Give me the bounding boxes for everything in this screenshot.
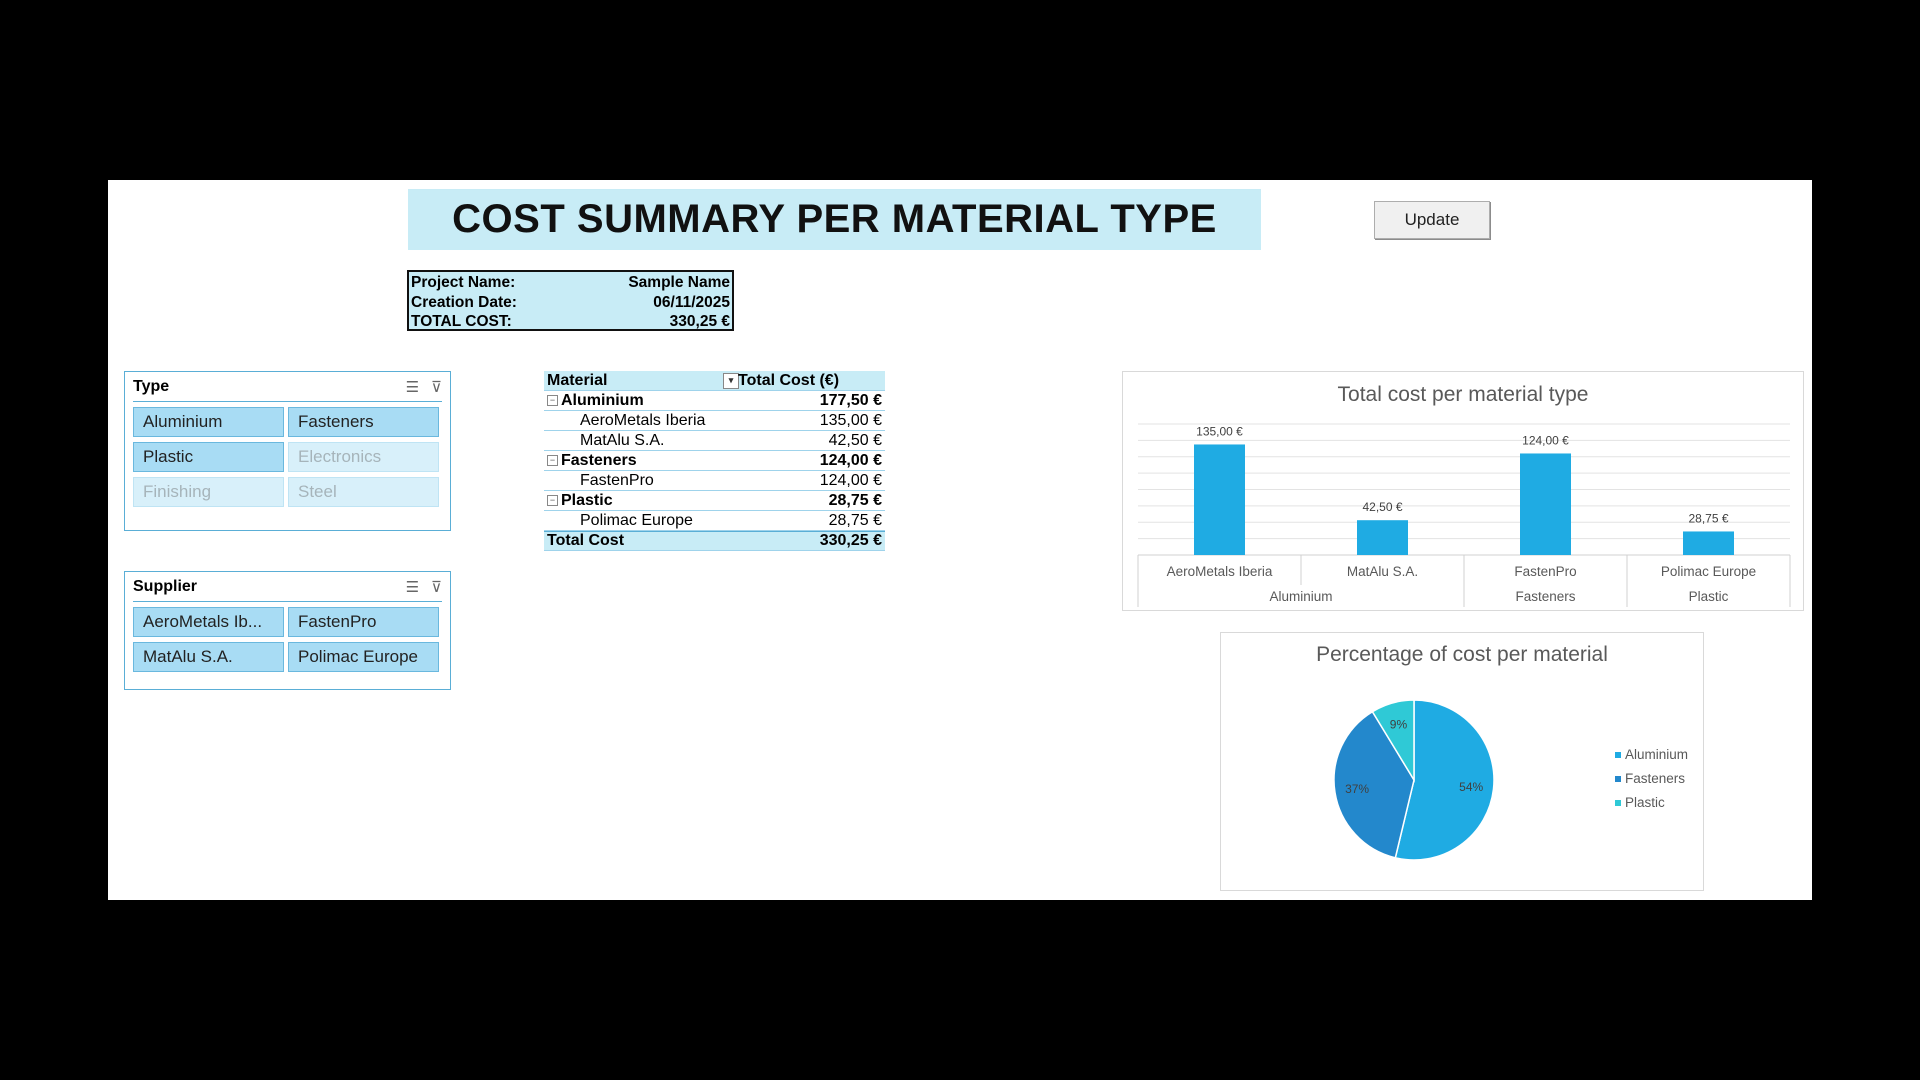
creation-date-label: Creation Date: [411, 293, 517, 311]
type-slicer: Type ☰ ⊽ Aluminium Fasteners Plastic Ele… [124, 371, 451, 531]
total-cost-value: 330,25 € [669, 313, 730, 330]
group-label: Aluminium [1269, 589, 1332, 604]
pivot-group-row: − Aluminium 177,50 € [544, 391, 885, 411]
supplier-slicer-header: Supplier ☰ ⊽ [133, 572, 442, 602]
pivot-child-row: Polimac Europe 28,75 € [544, 511, 885, 531]
type-slicer-title: Type [133, 377, 170, 395]
slicer-item-aluminium[interactable]: Aluminium [133, 407, 284, 437]
legend-label: Plastic [1625, 795, 1665, 810]
pie-slice[interactable] [1394, 699, 1495, 861]
multi-select-icon[interactable]: ☰ [405, 578, 420, 596]
bar-chart-title: Total cost per material type [1337, 383, 1589, 406]
bar-data-label: 135,00 € [1196, 424, 1243, 438]
bar[interactable] [1357, 520, 1408, 555]
pivot-table: Material ▾ Total Cost (€) − Aluminium 177… [544, 371, 885, 551]
slicer-item-finishing[interactable]: Finishing [133, 477, 284, 507]
collapse-icon[interactable]: − [547, 494, 558, 506]
slicer-item-fastenpro[interactable]: FastenPro [288, 607, 439, 637]
collapse-icon[interactable]: − [547, 454, 558, 466]
pivot-group-row: − Plastic 28,75 € [544, 491, 885, 511]
x-tick-label: FastenPro [1514, 564, 1576, 579]
pivot-header-row: Material ▾ Total Cost (€) [544, 371, 885, 391]
type-slicer-header: Type ☰ ⊽ [133, 372, 442, 402]
bar-chart-plot: 135,00 € AeroMetals Iberia 42,50 € MatAlu S… [1137, 423, 1791, 607]
legend-label: Fasteners [1625, 771, 1685, 786]
slicer-item-matalu[interactable]: MatAlu S.A. [133, 642, 284, 672]
supplier-slicer: Supplier ☰ ⊽ AeroMetals Ib... FastenPro … [124, 571, 451, 690]
slicer-item-fasteners[interactable]: Fasteners [288, 407, 439, 437]
pie-chart-title: Percentage of cost per material [1316, 643, 1608, 666]
clear-filter-icon[interactable]: ⊽ [431, 378, 442, 396]
pie-data-label: 54% [1459, 780, 1483, 794]
pivot-header-total: Total Cost (€) [738, 371, 840, 389]
bar[interactable] [1194, 444, 1245, 555]
creation-date-row: Creation Date: 06/11/2025 [411, 293, 730, 313]
pie-data-label: 37% [1345, 782, 1369, 796]
bar[interactable] [1683, 531, 1734, 555]
slicer-item-plastic[interactable]: Plastic [133, 442, 284, 472]
pie-data-label: 9% [1390, 718, 1408, 732]
x-tick-label: Polimac Europe [1661, 564, 1756, 579]
bar-chart[interactable]: Total cost per material type 135,00 € Aer… [1122, 371, 1804, 611]
worksheet: COST SUMMARY PER MATERIAL TYPE Update Pr… [108, 180, 1812, 900]
project-info-box: Project Name: Sample Name Creation Date:… [407, 270, 734, 331]
slicer-item-polimac[interactable]: Polimac Europe [288, 642, 439, 672]
pivot-child-row: MatAlu S.A. 42,50 € [544, 431, 885, 451]
slicer-item-aerometals[interactable]: AeroMetals Ib... [133, 607, 284, 637]
collapse-icon[interactable]: − [547, 394, 558, 406]
pie-chart[interactable]: Percentage of cost per material 54% 37% 9%… [1220, 632, 1704, 891]
group-label: Plastic [1689, 589, 1729, 604]
bar-data-label: 124,00 € [1522, 433, 1569, 447]
bar-data-label: 28,75 € [1688, 511, 1728, 525]
title-banner: COST SUMMARY PER MATERIAL TYPE [408, 189, 1261, 250]
legend-marker [1615, 752, 1621, 758]
multi-select-icon[interactable]: ☰ [405, 378, 420, 396]
pivot-grand-total-row: Total Cost 330,25 € [544, 531, 885, 551]
creation-date-value: 06/11/2025 [653, 293, 730, 311]
slicer-item-electronics[interactable]: Electronics [288, 442, 439, 472]
slicer-item-steel[interactable]: Steel [288, 477, 439, 507]
project-name-label: Project Name: [411, 274, 516, 291]
legend-marker [1615, 776, 1621, 782]
pivot-group-row: − Fasteners 124,00 € [544, 451, 885, 471]
project-name-value: Sample Name [628, 274, 730, 291]
supplier-slicer-title: Supplier [133, 577, 198, 595]
pivot-filter-icon[interactable]: ▾ [723, 372, 739, 389]
pie-slice[interactable] [1371, 699, 1415, 783]
group-label: Fasteners [1515, 589, 1575, 604]
pie-chart-plot: 54% 37% 9% Aluminium Fasteners Plastic [1333, 699, 1688, 861]
page-title: COST SUMMARY PER MATERIAL TYPE [452, 197, 1217, 241]
total-cost-label: TOTAL COST: [411, 313, 512, 330]
bar-data-label: 42,50 € [1362, 500, 1402, 514]
legend-marker [1615, 800, 1621, 806]
pivot-child-row: FastenPro 124,00 € [544, 471, 885, 491]
total-cost-row: TOTAL COST: 330,25 € [411, 312, 730, 332]
project-name-row: Project Name: Sample Name [411, 273, 730, 293]
pivot-header-material: Material [547, 371, 608, 389]
update-button[interactable]: Update [1374, 201, 1490, 239]
legend-label: Aluminium [1625, 747, 1688, 762]
clear-filter-icon[interactable]: ⊽ [431, 578, 442, 596]
x-tick-label: MatAlu S.A. [1347, 564, 1418, 579]
x-tick-label: AeroMetals Iberia [1167, 564, 1273, 579]
pivot-child-row: AeroMetals Iberia 135,00 € [544, 411, 885, 431]
bar[interactable] [1520, 453, 1571, 555]
